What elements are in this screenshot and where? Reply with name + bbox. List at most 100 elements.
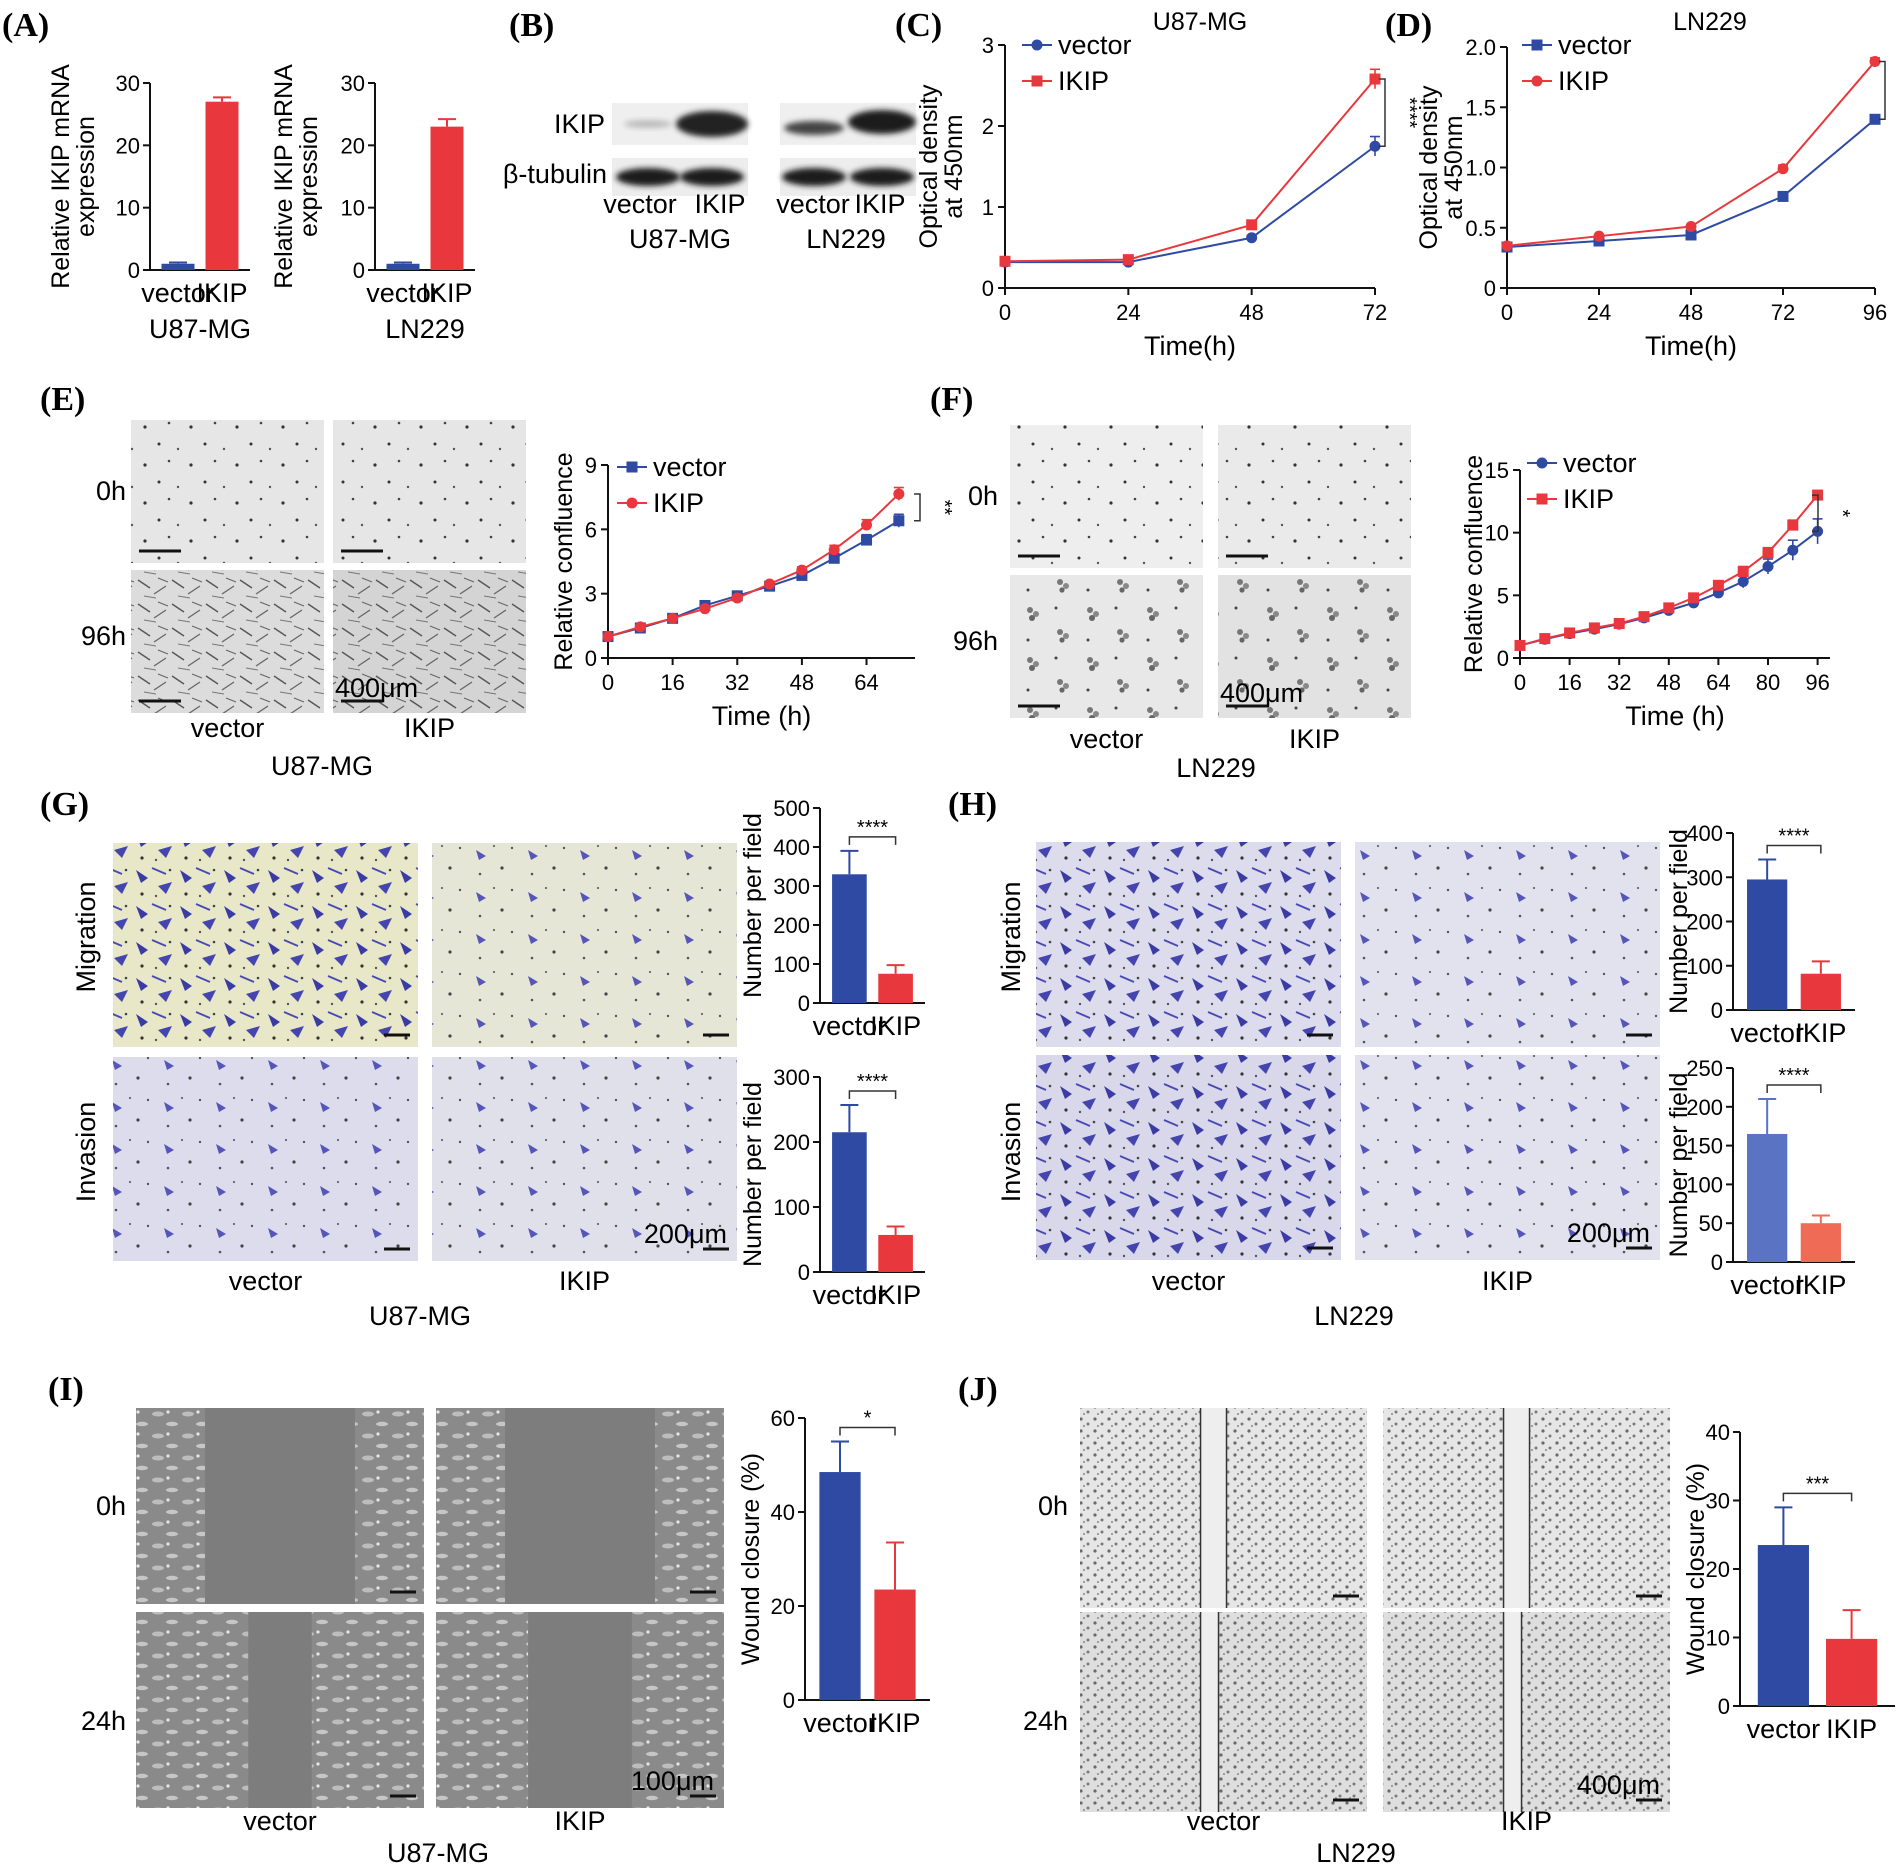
y-tick-label: 0 (783, 1688, 795, 1713)
x-tick-label: 0 (1501, 300, 1513, 325)
significance-label: * (1831, 509, 1853, 517)
cell-texture (113, 1057, 418, 1261)
y-tick-label: 3 (982, 33, 994, 58)
y-tick-label: 300 (773, 874, 810, 899)
y-tick-label: 0 (1711, 1250, 1723, 1275)
y-tick-label: 0 (1497, 646, 1509, 671)
x-tick-label: 64 (1706, 670, 1730, 695)
blot-lane-label: vector (603, 189, 677, 219)
y-tick-label: 40 (1706, 1420, 1730, 1445)
y-tick-label: 40 (771, 1500, 795, 1525)
x-tick-label: 48 (1239, 300, 1263, 325)
x-tick-label: 48 (1657, 670, 1681, 695)
bar-ikip (878, 1234, 913, 1272)
cell-texture (1036, 842, 1341, 1047)
significance-label: * (864, 1408, 872, 1430)
column-label: vector (1152, 1266, 1226, 1296)
y-tick-label: 200 (1686, 910, 1723, 935)
significance-label: **** (1898, 75, 1900, 106)
x-tick-label: 24 (1116, 300, 1140, 325)
y-tick-label: 100 (1686, 1172, 1723, 1197)
chart-title: LN229 (1673, 8, 1747, 36)
row-label: 0h (96, 1491, 126, 1521)
column-label: IKIP (1289, 724, 1340, 754)
x-tick-label: 16 (660, 670, 684, 695)
scale-label: 400μm (335, 673, 418, 703)
legend-marker (1531, 39, 1543, 51)
data-point (828, 544, 840, 556)
significance-bracket (1379, 78, 1386, 147)
y-tick-label: 250 (1686, 1056, 1723, 1081)
blot-band (784, 121, 844, 135)
legend-label: IKIP (1058, 66, 1109, 96)
x-tick-label: vector (1730, 1018, 1804, 1048)
data-point (1539, 633, 1551, 645)
axis-label-y: Relative confluence (550, 452, 578, 670)
western-blot: IKIP β-tubulin vector IKIP vector IKIP U… (503, 103, 916, 254)
data-point (828, 552, 840, 564)
bar-ikip (430, 126, 464, 270)
y-tick-label: 0 (1484, 276, 1496, 301)
x-tick-label: 0 (999, 300, 1011, 325)
cell-texture (1355, 1055, 1660, 1260)
chart-caption: LN229 (385, 314, 465, 344)
cell-texture (354, 1408, 424, 1604)
legend-marker (1031, 75, 1043, 87)
cell-texture (136, 1408, 206, 1604)
line-chart-c: 0 1 2 3 0 24 48 72 vector IKIP Optical densityat 4… (915, 8, 1420, 361)
y-tick-label: 1 (982, 195, 994, 220)
scale-label: 100μm (631, 1766, 714, 1796)
x-tick-label: vector (1747, 1714, 1821, 1744)
significance-bracket (1782, 1492, 1853, 1502)
panel-label-c: (C) (895, 7, 942, 44)
axis-label-y: Number per field (1665, 829, 1693, 1014)
blot-band (680, 168, 744, 186)
axis-label-y: Optical densityat 450nm (1415, 85, 1468, 249)
y-tick-label: 400 (773, 835, 810, 860)
y-tick-label: 30 (1706, 1489, 1730, 1514)
y-tick-label: 2.0 (1465, 35, 1496, 60)
axis-label-x: Time(h) (1645, 331, 1737, 361)
cell-line-label: LN229 (1314, 1301, 1394, 1331)
significance-label: **** (1398, 97, 1420, 128)
bar-chart-j: 0 10 20 30 40 vector IKIP Wound closure (%) *** (1682, 1420, 1895, 1744)
legend-marker (1536, 457, 1548, 469)
data-point (893, 488, 905, 500)
x-tick-label: 96 (1863, 300, 1887, 325)
cell-texture (113, 843, 418, 1047)
x-tick-label: vector (366, 278, 440, 308)
wound-gap (1200, 1408, 1227, 1608)
x-tick-label: IKIP (870, 1280, 921, 1310)
chart-caption: U87-MG (149, 314, 251, 344)
panel-label-g: (G) (40, 786, 89, 823)
row-label: Invasion (996, 1102, 1026, 1203)
significance-bracket (1766, 1084, 1822, 1094)
significance-bracket (839, 1426, 896, 1436)
cell-texture (436, 1612, 529, 1808)
wound-gap (1503, 1408, 1530, 1608)
bar-vector (1747, 879, 1788, 1010)
bar-ikip (874, 1589, 916, 1700)
data-point (1869, 55, 1881, 67)
series-line-vector (607, 519, 900, 638)
legend-label: IKIP (1563, 484, 1614, 514)
panel-label-b: (B) (509, 7, 554, 44)
cell-texture (432, 1057, 737, 1261)
column-label: vector (243, 1806, 317, 1836)
y-tick-label: 0 (982, 276, 994, 301)
x-tick-label: 48 (790, 670, 814, 695)
significance-bracket (1879, 60, 1886, 121)
row-label: 24h (1023, 1706, 1068, 1736)
data-point (1613, 618, 1625, 630)
series-line-ikip (1519, 494, 1819, 647)
legend-label: vector (1558, 30, 1632, 60)
axis-label-y: Relative IKIP mRNAexpression (47, 64, 100, 289)
bar-ikip (1800, 973, 1841, 1010)
data-point (1762, 547, 1774, 559)
column-label: IKIP (404, 713, 455, 743)
y-tick-label: 30 (116, 71, 140, 96)
y-tick-label: 0 (1718, 1694, 1730, 1719)
data-point (796, 564, 808, 576)
